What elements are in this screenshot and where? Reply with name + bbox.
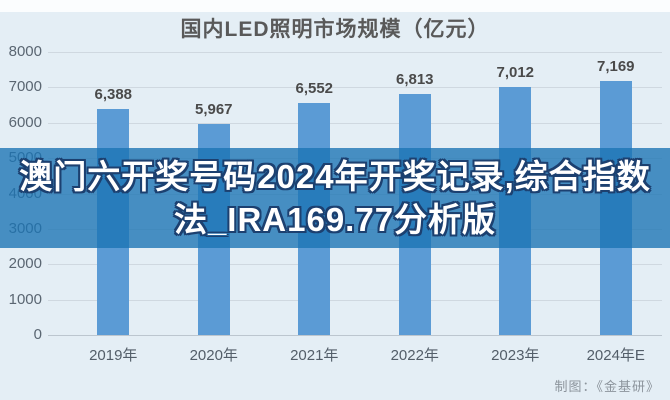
y-tick-label: 0 [33,326,42,343]
y-tick-label: 7000 [8,78,42,96]
bar-value-label: 6,813 [395,71,434,88]
y-tick-label: 6000 [8,113,42,131]
chart-title: 国内LED照明市场规模（亿元） [180,18,490,41]
bar-value-label: 5,967 [194,101,233,118]
x-tick-label: 2024年E [586,347,645,364]
y-tick-label: 1000 [8,290,42,308]
overlay-text-line1: 澳门六开奖号码2024年开奖记录,综合指数 [19,158,651,195]
overlay-watermark-banner: 澳门六开奖号码2024年开奖记录,综合指数 法_IRA169.77分析版 [0,148,670,248]
x-tick-label: 2022年 [390,347,439,364]
bar-value-label: 7,169 [596,58,635,75]
bar-value-label: 6,388 [94,86,133,103]
y-tick-label: 8000 [8,43,42,60]
gridline-1000 [48,299,662,301]
top-strip [0,0,670,12]
source-credit: 制图：《金基研》 [554,379,660,394]
gridline-6000 [48,122,662,124]
y-tick-label: 2000 [8,255,42,273]
x-axis-labels: 2019年 2020年 2021年 2022年 2023年 2024年E [63,344,666,365]
gridline-8000 [48,52,662,53]
x-tick-label: 2021年 [290,347,339,364]
x-tick-label: 2019年 [89,347,138,364]
bar-value-label: 6,552 [295,80,334,97]
bar-value-label: 7,012 [496,64,535,81]
gridline-2000 [48,264,662,266]
gridline-7000 [48,87,662,89]
gridline-0 [48,335,662,336]
x-tick-label: 2020年 [189,347,238,364]
x-tick-label: 2023年 [491,347,540,364]
overlay-text-line2: 法_IRA169.77分析版 [173,201,497,238]
